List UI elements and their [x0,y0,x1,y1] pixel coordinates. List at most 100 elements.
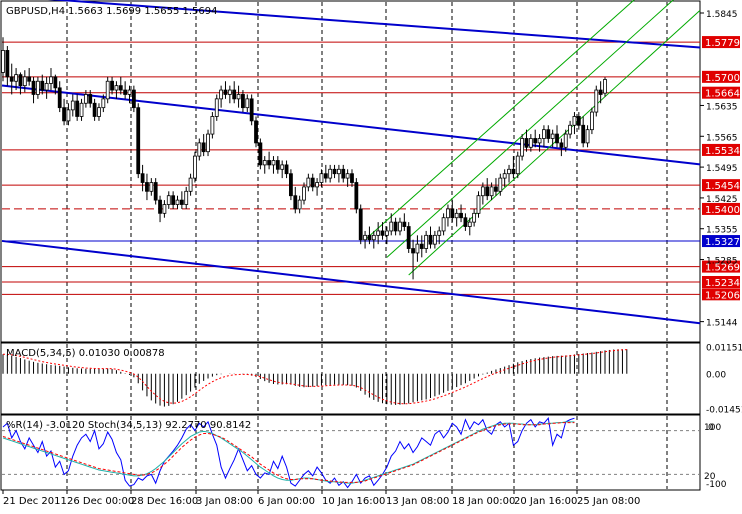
price-level-label: 1.5454 [705,181,740,192]
candle-body [494,186,498,192]
candle-body [70,100,75,111]
candle-body [428,234,433,245]
time-tick-label: 18 Jan 00:00 [452,496,515,507]
price-pane[interactable]: GBPUSD,H4 1.5663 1.5699 1.5655 1.5694 [0,0,701,343]
candle-body [184,190,189,205]
candle-body [485,186,490,197]
stoch-signal-line [2,422,575,483]
candle-body [57,87,62,109]
oscillator-tick-label-top: 0 [708,423,714,433]
candle-body [206,133,210,153]
candle-body [249,98,254,122]
candle-body [350,173,354,183]
ascending-channel-lower [408,9,701,276]
candle-body [62,107,66,122]
candle-body [14,74,18,82]
oscillator-vertical-grid [66,416,668,489]
price-tick-label: 1.5495 [706,164,738,174]
candle-body [467,221,472,227]
candle-body [502,173,507,179]
candle-body [232,89,237,100]
candle-body [568,124,573,135]
candle-body [214,98,219,117]
macd-label: MACD(5,34,5) 0.01030 0.00878 [6,348,165,359]
price-level-tag [702,288,740,301]
candle-body [511,168,516,175]
price-tick-label: 1.5635 [706,102,738,112]
price-tick-label: 1.5355 [706,226,738,236]
price-level-tag [702,276,740,289]
stoch-main-line [2,421,575,484]
price-level-label: 1.5327 [705,237,740,248]
candle-body [179,199,184,205]
candle-body [188,177,193,192]
candle-body [153,182,158,201]
candle-body [210,116,215,135]
candle-body [310,177,315,188]
candle-body [563,133,568,148]
candle-body [5,50,10,78]
candle-body [524,138,529,148]
candle-body [254,120,258,144]
candle-body [598,89,603,95]
ohlc-label: 1.5663 1.5699 1.5655 1.5694 [68,6,218,17]
williams-r-line [2,417,575,489]
price-level-tag [702,86,740,99]
price-level-tag [702,70,740,83]
candle-body [101,98,106,109]
macd-signal-line [2,349,627,405]
candle-body [9,76,14,82]
candle-body [88,94,93,104]
candle-body [245,98,250,109]
time-tick-label: 3 Jan 08:00 [196,496,253,507]
candle-body [175,199,180,205]
time-tick-label: 6 Jan 00:00 [258,496,315,507]
candlestick-series [1,37,607,280]
candle-body [145,182,149,192]
candle-body [83,94,88,104]
candle-body [267,160,272,166]
candle-body [550,133,555,139]
price-tick-label: 1.5144 [706,319,738,329]
candle-body [44,83,49,91]
candle-body [380,230,385,236]
candle-body [398,221,402,232]
price-level-label: 1.5779 [705,38,740,49]
price-level-label: 1.5234 [705,278,740,289]
price-axis: 1.5779 1.5700 1.5664 1.5534 1.5454 1.5400 1.53… [700,10,740,329]
candle-body [140,173,145,183]
candle-body [31,80,36,95]
time-tick-label: 10 Jan 16:00 [322,496,385,507]
candle-body [110,80,114,91]
candle-body [358,208,363,241]
candle-body [123,89,128,95]
time-tick-label: 25 Jan 08:00 [577,496,640,507]
price-level-tag [702,143,740,156]
candle-body [40,80,45,91]
oscillator-pane[interactable]: %R(14) -3.0120 Stoch(34,5,13) 92.2770 90… [0,414,701,491]
candle-body [284,164,289,175]
candle-body [193,155,197,179]
price-level-label: 1.5206 [705,290,740,301]
candle-body [97,107,101,117]
candle-body [432,234,437,245]
candle-body [384,230,389,236]
candle-body [441,217,446,232]
price-level-lines [2,41,700,295]
descending-channel-middle [1,84,701,166]
symbol-label: GBPUSD,H4 [6,6,65,17]
candle-body [289,173,293,197]
macd-tick-label: -0.01451 [706,405,742,415]
candle-body [590,111,594,131]
candle-body [406,226,411,249]
candle-body [376,230,381,236]
candle-body [201,142,206,153]
macd-pane[interactable]: MACD(5,34,5) 0.01030 0.00878 [0,342,701,415]
price-tick-label: 1.5565 [706,133,738,143]
candle-body [489,186,494,197]
candle-body [363,234,367,241]
candle-body [415,243,420,254]
candle-body [323,173,328,179]
